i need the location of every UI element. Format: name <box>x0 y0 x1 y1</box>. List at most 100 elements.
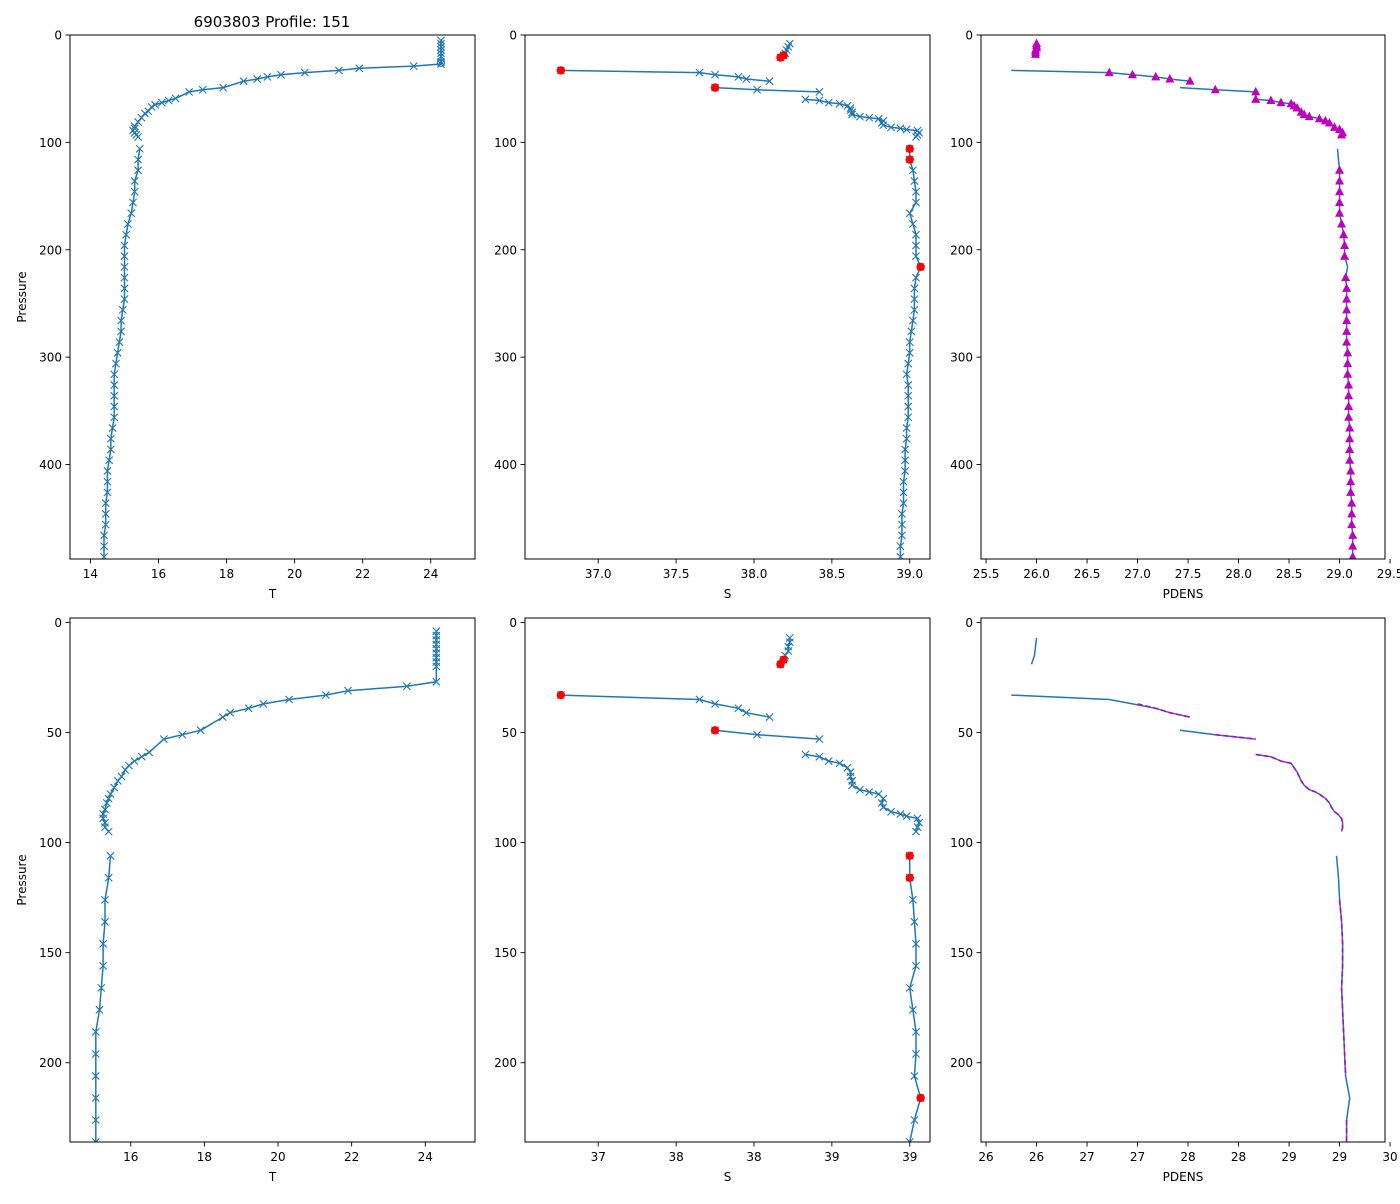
dashed-overlay-line <box>1215 733 1256 740</box>
chart-bottom-salinity: 37 38 38 39 39 0 50 100 150 200 S <box>494 616 931 1184</box>
data-point-x <box>848 110 857 119</box>
data-point-x <box>285 695 294 704</box>
data-point-x <box>904 359 913 368</box>
data-point-x <box>100 917 109 926</box>
x-tick-label: 22 <box>355 567 370 581</box>
data-point-x <box>899 488 908 497</box>
data-point-triangle <box>1347 519 1357 529</box>
data-point-x <box>196 726 205 735</box>
x-tick-label: 27.5 <box>1175 567 1202 581</box>
data-point-x <box>113 776 122 785</box>
plot-area <box>1011 38 1358 559</box>
data-point-x <box>887 123 896 132</box>
data-point-x <box>120 252 129 261</box>
series-line <box>899 148 922 557</box>
data-point-x <box>263 72 272 81</box>
x-tick-label: 29 <box>1281 1150 1296 1164</box>
data-point-x <box>110 381 119 390</box>
data-point-x <box>905 209 914 218</box>
data-point-x <box>846 772 855 781</box>
y-tick-label: 100 <box>494 836 517 850</box>
data-point-x <box>120 241 129 250</box>
plot-area <box>556 633 925 1142</box>
data-point-triangle <box>1345 455 1355 464</box>
x-tick-label: 29.0 <box>1326 567 1353 581</box>
data-point-x <box>902 125 911 134</box>
flagged-point <box>710 83 720 92</box>
data-point-x <box>784 647 793 656</box>
data-point-x <box>91 1093 100 1102</box>
data-point-triangle <box>1341 272 1351 282</box>
data-point-x <box>106 445 115 454</box>
data-point-x <box>879 803 888 812</box>
data-point-triangle <box>1151 71 1161 81</box>
y-tick-label: 300 <box>494 351 517 365</box>
data-point-triangle <box>1346 487 1356 496</box>
data-point-x <box>226 708 235 717</box>
y-tick-label: 50 <box>502 726 517 740</box>
data-point-x <box>897 520 906 529</box>
data-point-x <box>901 466 910 475</box>
data-point-x <box>436 36 445 45</box>
data-point-x <box>355 64 364 73</box>
data-point-triangle <box>1342 283 1352 292</box>
data-point-x <box>130 187 139 196</box>
data-point-x <box>145 748 154 757</box>
data-point-triangle <box>1314 113 1324 123</box>
data-point-triangle <box>1342 315 1352 325</box>
x-tick-label: 30 <box>1382 1150 1397 1164</box>
y-tick-label: 200 <box>950 243 973 257</box>
data-point-triangle <box>1266 95 1276 104</box>
data-point-triangle <box>1299 109 1309 118</box>
data-point-x <box>848 108 857 117</box>
data-point-x <box>896 552 905 559</box>
data-point-x <box>140 109 149 118</box>
data-point-x <box>436 42 445 51</box>
data-point-x <box>130 122 139 131</box>
y-tick-label: 100 <box>950 136 973 150</box>
y-axis-label: Pressure <box>15 854 29 905</box>
data-point-x <box>785 638 794 647</box>
data-point-x <box>908 895 917 904</box>
y-tick-label: 150 <box>494 946 517 960</box>
data-point-x <box>106 434 115 443</box>
data-point-x <box>901 456 910 465</box>
data-point-x <box>879 794 888 803</box>
data-point-x <box>164 96 173 105</box>
data-point-x <box>402 682 411 691</box>
data-point-x <box>120 273 129 282</box>
series-line <box>132 40 442 138</box>
x-tick-label: 38 <box>746 1150 761 1164</box>
data-point-x <box>134 166 143 175</box>
data-point-triangle <box>1346 465 1356 475</box>
axes-frame <box>69 617 476 1143</box>
y-tick-label: 0 <box>54 29 62 43</box>
data-point-x <box>100 531 109 540</box>
data-point-x <box>908 316 917 325</box>
data-point-x <box>99 939 108 948</box>
data-point-x <box>134 155 143 164</box>
data-point-x <box>110 370 119 379</box>
x-tick-label: 25.5 <box>973 567 1000 581</box>
data-point-x <box>436 39 445 48</box>
data-point-x <box>695 68 704 77</box>
data-point-x <box>815 752 824 761</box>
x-tick-label: 38.0 <box>741 567 768 581</box>
data-point-x <box>104 873 113 882</box>
data-point-x <box>896 542 905 551</box>
series-line <box>1255 753 1344 832</box>
data-point-x <box>897 531 906 540</box>
data-point-x <box>103 466 112 475</box>
data-point-x <box>127 209 136 218</box>
data-point-x <box>432 677 441 686</box>
data-point-triangle <box>1342 294 1352 303</box>
data-point-x <box>753 730 762 739</box>
data-point-triangle <box>1348 541 1358 550</box>
data-point-x <box>108 424 117 432</box>
data-point-x <box>695 695 704 704</box>
x-tick-label: 27.0 <box>1124 567 1151 581</box>
data-point-x <box>843 763 852 772</box>
data-point-x <box>902 812 911 821</box>
data-point-x <box>244 704 253 713</box>
x-tick-label: 28.5 <box>1276 567 1303 581</box>
